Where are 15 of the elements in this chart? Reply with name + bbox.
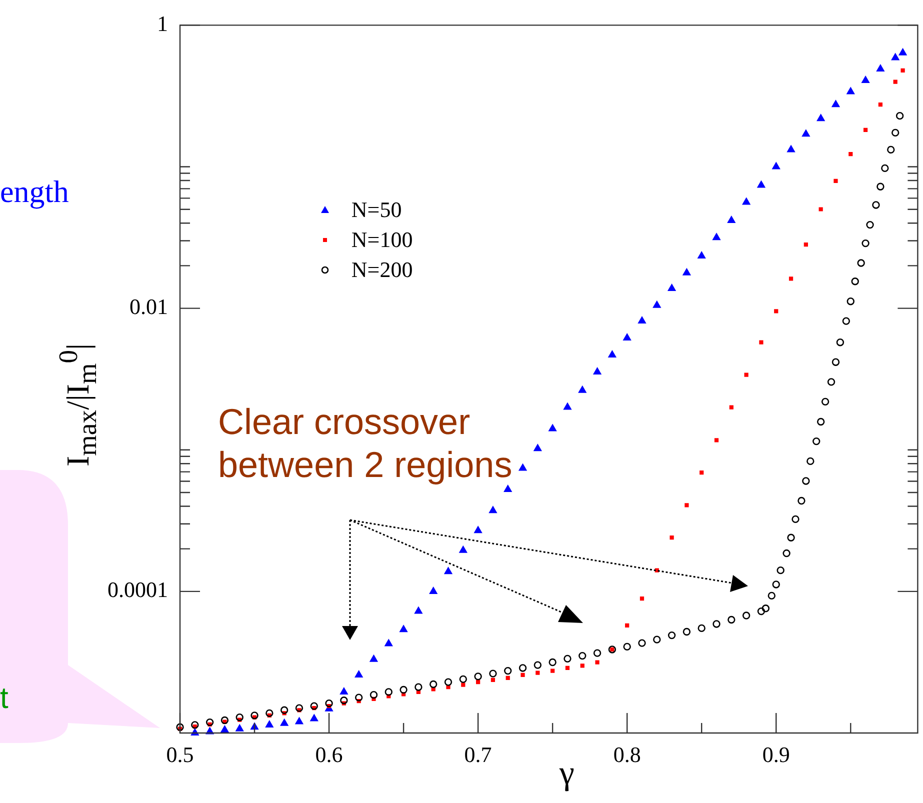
x-tick-label: 0.5 (166, 742, 194, 767)
y-tick-label: 1 (157, 10, 168, 36)
text: ength (0, 174, 69, 210)
annotation: Clear crossover between 2 regions (218, 400, 514, 486)
x-tick-label: 0.6 (315, 742, 343, 767)
y-tick-label: 0.0001 (108, 577, 168, 602)
legend-label: N=100 (351, 227, 413, 254)
text: t (0, 682, 8, 716)
x-axis-title: γ (559, 755, 574, 792)
legend-label: N=200 (351, 257, 413, 284)
x-tick-label: 0.9 (762, 742, 790, 767)
x-tick-label: 0.8 (613, 742, 641, 767)
y-tick-label: 0.01 (130, 294, 168, 320)
legend-label: N=50 (351, 197, 402, 224)
x-tick-label: 0.7 (464, 742, 492, 767)
